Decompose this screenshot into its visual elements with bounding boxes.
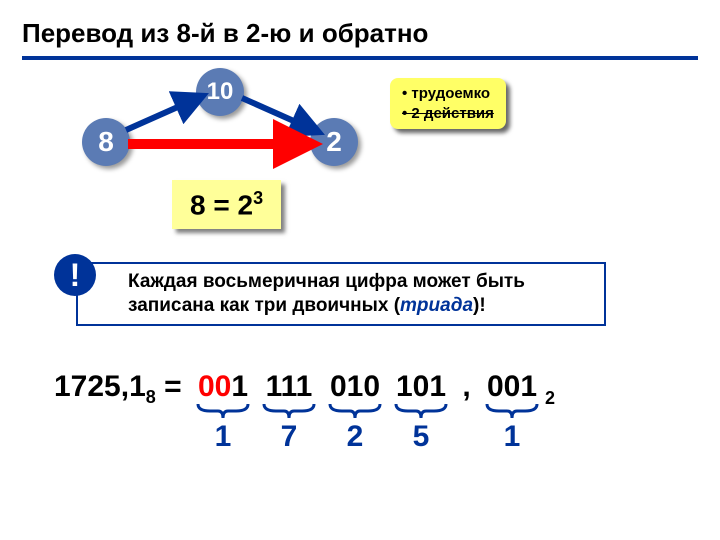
- formula-box: 8 = 23: [172, 180, 281, 229]
- exclamation-badge: !: [54, 254, 96, 296]
- triad: 001 1: [485, 370, 539, 454]
- triad: 001 1: [196, 370, 250, 454]
- brace-icon: [328, 402, 382, 420]
- eq-lhs-sub: 8: [146, 387, 156, 407]
- formula-base: 8 = 2: [190, 189, 253, 220]
- eq-lhs: 1725,1: [54, 370, 146, 403]
- triad: 101 5: [394, 370, 448, 454]
- triad-digit: 2: [328, 420, 382, 454]
- equation: 1725,18 = 0011111701021015 , 00112: [54, 370, 555, 454]
- rule-text-post: )!: [473, 295, 486, 316]
- triad-bits: 111: [266, 370, 313, 403]
- note-line-2: • 2 действия: [402, 104, 494, 124]
- triad-digit: 1: [196, 420, 250, 454]
- brace-icon: [196, 402, 250, 420]
- rule-text-italic: триада: [400, 295, 473, 316]
- triad-digit: 5: [394, 420, 448, 454]
- brace-icon: [485, 402, 539, 420]
- brace-icon: [262, 402, 316, 420]
- triad: 010 2: [328, 370, 382, 454]
- triad-bits: 001: [198, 370, 248, 403]
- note-box: • трудоемко • 2 действия: [390, 78, 506, 129]
- eq-sign: =: [156, 370, 190, 403]
- arrow-10-to-2: [242, 98, 314, 130]
- triad: 111 7: [262, 370, 316, 454]
- eq-rhs-sub: 2: [545, 388, 555, 408]
- formula-exp: 3: [253, 188, 263, 208]
- triads: 0011111701021015 , 00112: [190, 370, 555, 403]
- note-line-1: • трудоемко: [402, 84, 494, 104]
- triad-digit: 7: [262, 420, 316, 454]
- arrow-8-to-10: [126, 98, 198, 130]
- brace-icon: [394, 402, 448, 420]
- triad-digit: 1: [485, 420, 539, 454]
- eq-comma: ,: [454, 370, 479, 403]
- triad-bits: 001: [487, 370, 537, 403]
- triad-bits: 010: [330, 370, 380, 403]
- triad-bits: 101: [396, 370, 446, 403]
- rule-box: Каждая восьмеричная цифра может быть зап…: [76, 262, 606, 326]
